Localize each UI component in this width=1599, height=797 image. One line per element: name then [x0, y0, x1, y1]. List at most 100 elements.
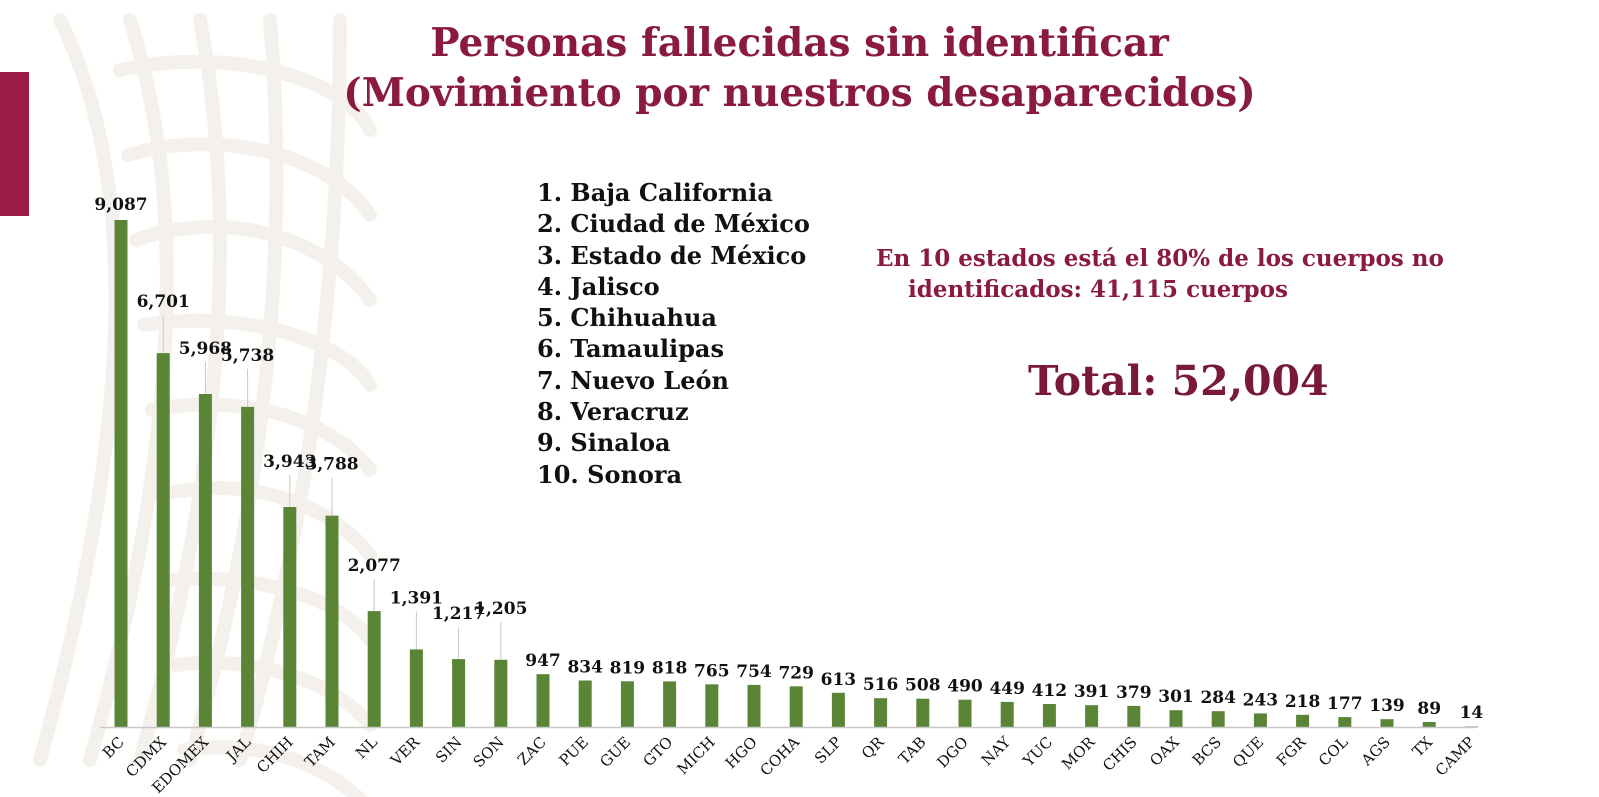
bar-gue: [620, 681, 634, 727]
bar-tab: [916, 698, 930, 727]
x-tick-label: BCS: [1189, 733, 1225, 769]
x-tick-label: AGS: [1357, 733, 1394, 770]
value-label: 765: [694, 661, 730, 681]
value-label: 391: [1074, 682, 1110, 702]
value-label: 89: [1417, 699, 1441, 719]
bar-fgr: [1296, 714, 1310, 727]
x-tick-label: CHIH: [253, 733, 297, 777]
value-label: 6,701: [137, 292, 190, 312]
value-label: 14: [1460, 703, 1484, 723]
pattern-arc: [121, 137, 377, 222]
value-label: 3,788: [305, 455, 358, 475]
bar-chih: [283, 507, 297, 727]
bar-sin: [452, 659, 466, 727]
x-tick-label: CAMP: [1432, 733, 1479, 780]
x-tick-label: SIN: [432, 733, 465, 766]
list-item: 1. Baja California: [537, 178, 773, 207]
value-label: 834: [567, 658, 603, 678]
x-tick-label: TAM: [301, 733, 339, 771]
summary-note: En 10 estados está el 80% de los cuerpos…: [876, 243, 1516, 305]
x-tick-label: ZAC: [514, 733, 550, 769]
value-label: 613: [821, 670, 857, 690]
bar-edomex: [198, 394, 212, 727]
total-label: Total: 52,004: [1028, 357, 1329, 405]
bar-ags: [1380, 719, 1394, 727]
value-label: 819: [610, 658, 646, 678]
bar-hgo: [747, 684, 761, 727]
title-line-1: Personas fallecidas sin identificar: [430, 20, 1169, 66]
value-label: 9,087: [94, 195, 147, 215]
bar-oax: [1169, 710, 1183, 727]
x-tick-label: SON: [470, 733, 508, 771]
bar-slp: [831, 692, 845, 727]
accent-bar: [0, 72, 29, 216]
bar-yuc: [1042, 704, 1056, 727]
bar-son: [494, 659, 508, 727]
pattern-arc: [183, 13, 284, 767]
bar-ver: [409, 649, 423, 727]
x-tick-label: QR: [858, 733, 888, 763]
bar-gto: [663, 681, 677, 727]
x-tick-label: OAX: [1146, 733, 1183, 770]
bar-jal: [241, 406, 255, 727]
x-tick-label: BC: [99, 733, 128, 762]
bar-zac: [536, 674, 550, 727]
bar-que: [1253, 713, 1267, 727]
value-label: 3,943: [263, 452, 316, 472]
value-label: 508: [905, 676, 941, 696]
list-item: 10. Sonora: [537, 459, 683, 489]
value-label: 379: [1116, 683, 1152, 703]
x-tick-label: GTO: [639, 733, 676, 770]
bar-dgo: [958, 699, 972, 727]
value-label: 1,205: [474, 599, 527, 619]
x-tick-label: GUE: [596, 733, 634, 771]
bar-tx: [1422, 722, 1436, 727]
x-tick-label: TAB: [895, 733, 930, 768]
bar-col: [1338, 717, 1352, 727]
x-tick-label: MICH: [673, 733, 718, 778]
pattern-arc: [233, 13, 347, 767]
top-states-list: 1. Baja California 2. Ciudad de México 3…: [537, 177, 810, 490]
list-item: 4. Jalisco: [537, 271, 660, 301]
pattern-arc: [133, 13, 227, 767]
value-label: 412: [1032, 681, 1068, 701]
x-tick-label: VER: [386, 733, 423, 770]
value-label: 754: [736, 662, 772, 682]
x-tick-label: COHA: [757, 733, 804, 780]
x-tick-label: NL: [352, 733, 381, 762]
bar-chis: [1127, 705, 1141, 727]
list-item: 7. Nuevo León: [537, 365, 729, 395]
pattern-arc: [153, 480, 377, 562]
x-tick-label: PUE: [556, 733, 592, 769]
value-label: 5,738: [221, 346, 274, 366]
value-label: 490: [947, 677, 983, 697]
x-tick-label: NAY: [978, 732, 1015, 769]
bar-qr: [874, 698, 888, 727]
value-label: 729: [778, 663, 814, 683]
list-item: 5. Chihuahua: [537, 303, 717, 333]
x-tick-label: SLP: [811, 733, 845, 767]
bar-nay: [1000, 701, 1014, 727]
list-item: 8. Veracruz: [537, 397, 689, 427]
list-item: 3. Estado de México: [537, 240, 807, 270]
x-tick-label: FGR: [1273, 733, 1310, 770]
value-label: 2,077: [348, 556, 401, 576]
value-label: 301: [1158, 687, 1194, 707]
bar-bcs: [1211, 711, 1225, 727]
value-label: 1,217: [432, 604, 485, 624]
bar-tam: [325, 515, 339, 727]
bar-cdmx: [156, 353, 170, 727]
x-tick-label: HGO: [722, 733, 761, 772]
value-label: 177: [1327, 694, 1363, 714]
x-tick-label: CHIS: [1099, 733, 1141, 775]
x-tick-label: QUE: [1229, 733, 1267, 771]
list-item: 6. Tamaulipas: [537, 334, 724, 364]
value-label: 139: [1369, 696, 1405, 716]
summary-note-line-1: En 10 estados está el 80% de los cuerpos…: [876, 245, 1444, 272]
x-tick-label: MOR: [1058, 733, 1099, 774]
pattern-arc: [145, 397, 377, 477]
bar-coha: [789, 686, 803, 727]
bar-pue: [578, 680, 592, 727]
